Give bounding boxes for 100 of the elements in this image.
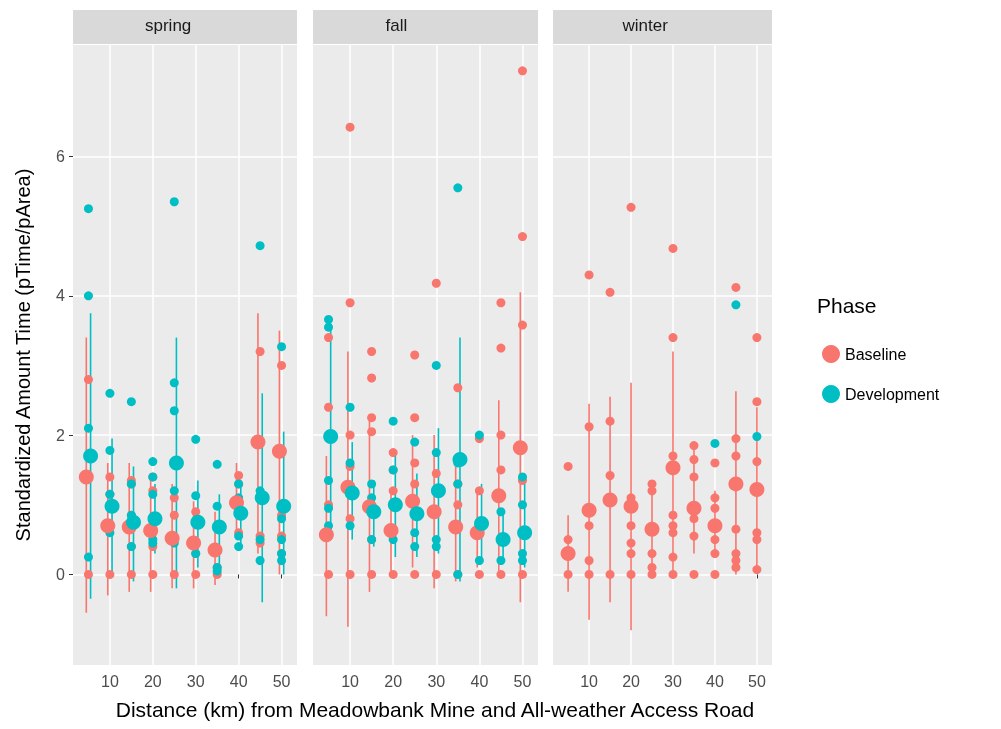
point (496, 507, 506, 517)
point (474, 430, 484, 440)
point (190, 514, 206, 530)
x-tick-label: 50 (272, 672, 291, 690)
point (233, 505, 249, 521)
point (430, 483, 446, 499)
point (517, 525, 533, 541)
point (474, 486, 484, 496)
point (277, 535, 287, 545)
point (710, 535, 720, 545)
x-tick-label: 10 (101, 672, 119, 690)
point (324, 475, 334, 485)
point (168, 455, 184, 471)
x-tick-label: 50 (513, 672, 532, 690)
point (169, 510, 179, 520)
point (410, 413, 420, 423)
point (207, 542, 223, 558)
point (105, 569, 115, 579)
point (324, 569, 334, 579)
point (584, 569, 594, 579)
y-tick-label: 6 (56, 147, 66, 165)
x-tick-label: 20 (622, 672, 641, 690)
point (409, 506, 425, 522)
chart-title: winter (621, 16, 669, 35)
point (383, 523, 399, 539)
point (148, 569, 158, 579)
legend-label: Baseline (845, 345, 907, 363)
point (496, 298, 506, 308)
point (626, 569, 636, 579)
point (689, 441, 699, 451)
x-tick-label: 30 (664, 672, 682, 690)
point (752, 565, 762, 575)
point (367, 427, 377, 437)
point (344, 485, 360, 501)
point (517, 569, 527, 579)
point (710, 493, 720, 503)
point (517, 232, 527, 242)
point (452, 452, 468, 467)
point (148, 457, 158, 467)
point (366, 504, 382, 520)
point (563, 569, 573, 579)
point (710, 503, 720, 513)
point (83, 423, 93, 433)
point (728, 476, 744, 492)
point (749, 481, 765, 497)
point (234, 542, 244, 552)
point (560, 546, 576, 562)
point (388, 569, 398, 579)
point (431, 278, 441, 288)
point (250, 434, 266, 450)
point (169, 569, 179, 579)
point (668, 552, 678, 562)
point (126, 397, 136, 407)
point (83, 291, 93, 301)
point (602, 492, 618, 508)
point (496, 343, 506, 353)
point (731, 282, 741, 292)
point (453, 383, 463, 393)
point (626, 202, 636, 212)
point (83, 374, 93, 384)
point (731, 451, 741, 461)
point (104, 498, 120, 514)
point (276, 498, 292, 514)
x-tick-label: 30 (427, 672, 446, 690)
point (254, 490, 270, 506)
point (605, 416, 615, 426)
y-axis-title: Standardized Amount Time (pTime/pArea) (12, 168, 34, 542)
point (186, 535, 202, 551)
point (212, 501, 222, 511)
point (388, 486, 398, 496)
point (517, 556, 527, 565)
point (605, 471, 615, 481)
point (143, 523, 159, 539)
point (105, 388, 115, 398)
point (710, 569, 720, 579)
point (668, 510, 678, 520)
point (345, 569, 355, 579)
y-tick-label: 2 (56, 426, 66, 444)
point (277, 360, 287, 370)
point (584, 556, 594, 565)
point (647, 486, 657, 496)
point (405, 493, 421, 509)
point (605, 287, 615, 297)
point (474, 556, 484, 565)
point (731, 434, 741, 444)
point (668, 243, 678, 253)
point (686, 500, 702, 516)
point (277, 556, 287, 565)
point (496, 556, 506, 565)
point (517, 66, 527, 76)
point (410, 542, 420, 552)
point (410, 350, 420, 360)
point (431, 468, 441, 478)
point (164, 530, 180, 546)
point (668, 451, 678, 461)
point (710, 549, 720, 559)
legend-title: Phase (817, 294, 877, 317)
point (324, 333, 334, 343)
x-tick-label: 20 (143, 672, 162, 690)
point (367, 479, 377, 489)
